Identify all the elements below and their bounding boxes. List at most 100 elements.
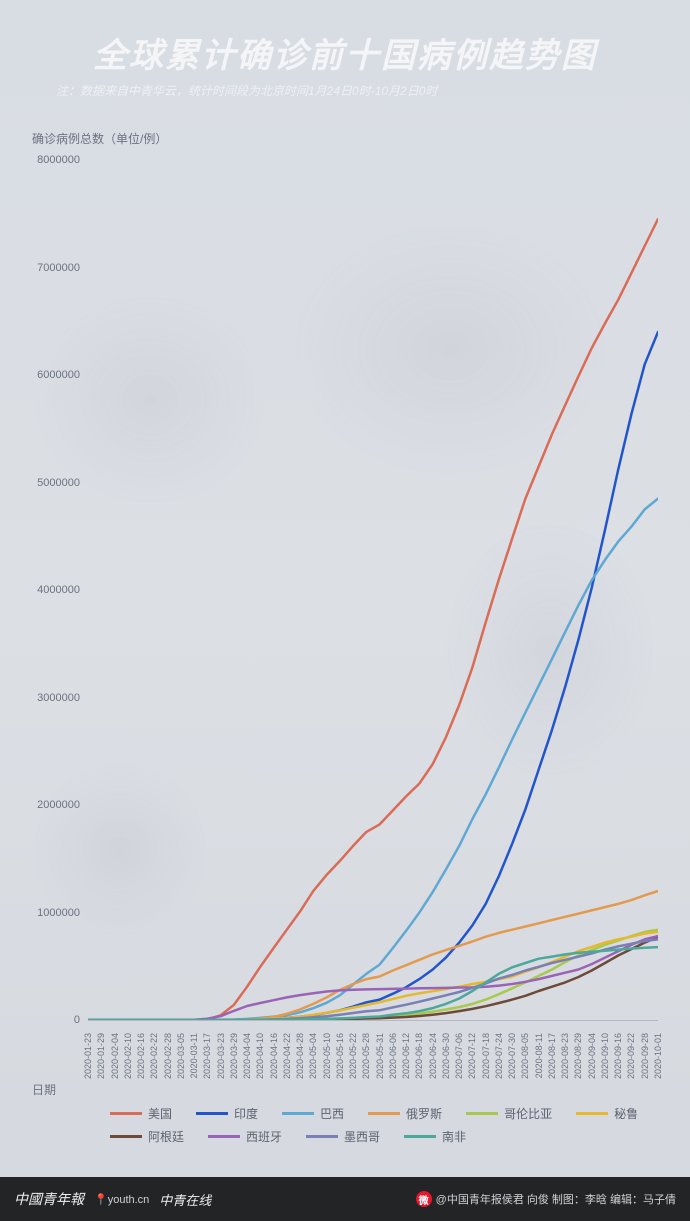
x-tick: 2020-09-22 — [626, 1033, 636, 1079]
x-tick: 2020-03-23 — [216, 1033, 226, 1079]
x-tick: 2020-06-30 — [441, 1033, 451, 1079]
x-tick: 2020-04-10 — [255, 1033, 265, 1079]
x-tick: 2020-06-18 — [414, 1033, 424, 1079]
x-tick: 2020-07-24 — [494, 1033, 504, 1079]
series-line — [88, 499, 658, 1020]
x-tick: 2020-03-17 — [202, 1033, 212, 1079]
x-axis-label: 日期 — [32, 1081, 56, 1098]
brand-logo-1: 中國青年報 — [14, 1189, 84, 1209]
y-tick: 7000000 — [37, 262, 80, 274]
x-tick: 2020-02-16 — [136, 1033, 146, 1079]
x-tick: 2020-04-16 — [269, 1033, 279, 1079]
legend-swatch — [208, 1135, 240, 1138]
series-line — [88, 332, 658, 1020]
legend-swatch — [404, 1135, 436, 1138]
x-tick: 2020-04-22 — [282, 1033, 292, 1079]
x-tick: 2020-05-28 — [361, 1033, 371, 1079]
legend-item: 阿根廷 — [110, 1128, 184, 1145]
legend-item: 墨西哥 — [306, 1128, 380, 1145]
legend-label: 西班牙 — [246, 1128, 282, 1145]
y-axis: 0100000020000003000000400000050000006000… — [32, 160, 86, 1020]
x-tick: 2020-02-04 — [110, 1033, 120, 1079]
legend-swatch — [466, 1112, 498, 1115]
y-tick: 4000000 — [37, 584, 80, 596]
x-baseline — [88, 1020, 658, 1021]
legend-item: 哥伦比亚 — [466, 1105, 552, 1122]
legend-item: 美国 — [110, 1105, 172, 1122]
brand-logo-3: 中青在线 — [159, 1190, 211, 1209]
line-chart: 0100000020000003000000400000050000006000… — [88, 160, 658, 1020]
legend-label: 印度 — [234, 1105, 258, 1122]
legend-swatch — [282, 1112, 314, 1115]
x-tick: 2020-05-16 — [335, 1033, 345, 1079]
x-tick: 2020-02-28 — [163, 1033, 173, 1079]
x-tick: 2020-03-11 — [189, 1033, 199, 1078]
y-tick: 3000000 — [37, 692, 80, 704]
legend-item: 巴西 — [282, 1105, 344, 1122]
series-line — [88, 930, 658, 1020]
legend-item: 秘鲁 — [576, 1105, 638, 1122]
x-tick: 2020-03-05 — [176, 1033, 186, 1079]
x-tick: 2020-02-22 — [149, 1033, 159, 1079]
x-tick: 2020-07-30 — [507, 1033, 517, 1079]
x-tick: 2020-09-10 — [600, 1033, 610, 1079]
legend-label: 墨西哥 — [344, 1128, 380, 1145]
x-tick: 2020-06-06 — [388, 1033, 398, 1079]
subtitle: 注：数据来自中青华云，统计时间段为北京时间1月24日0时-10月2日0时 — [56, 82, 437, 99]
legend-label: 哥伦比亚 — [504, 1105, 552, 1122]
x-tick: 2020-09-04 — [587, 1033, 597, 1079]
x-tick: 2020-07-18 — [481, 1033, 491, 1079]
x-tick: 2020-08-23 — [560, 1033, 570, 1079]
legend-swatch — [576, 1112, 608, 1115]
credits: 微 @中国青年报侯君 向俊 制图：李晗 编辑：马子倩 — [416, 1191, 676, 1207]
x-tick: 2020-05-10 — [322, 1033, 332, 1079]
x-tick: 2020-07-06 — [454, 1033, 464, 1079]
x-tick: 2020-07-12 — [467, 1033, 477, 1079]
x-tick: 2020-09-28 — [640, 1033, 650, 1079]
y-tick: 6000000 — [37, 369, 80, 381]
legend-item: 西班牙 — [208, 1128, 282, 1145]
series-line — [88, 932, 658, 1020]
y-tick: 5000000 — [37, 477, 80, 489]
weibo-icon: 微 — [416, 1191, 432, 1207]
legend-swatch — [110, 1112, 142, 1115]
y-tick: 8000000 — [37, 154, 80, 166]
x-tick: 2020-01-23 — [83, 1033, 93, 1079]
legend: 美国 印度 巴西 俄罗斯 哥伦比亚 秘鲁阿根廷 西班牙 墨西哥 南非 — [110, 1105, 650, 1145]
x-tick: 2020-05-31 — [375, 1033, 385, 1079]
x-tick: 2020-10-01 — [653, 1033, 663, 1079]
y-tick: 0 — [74, 1014, 80, 1026]
legend-swatch — [368, 1112, 400, 1115]
legend-label: 俄罗斯 — [406, 1105, 442, 1122]
legend-label: 阿根廷 — [148, 1128, 184, 1145]
y-tick: 2000000 — [37, 799, 80, 811]
x-tick: 2020-04-28 — [295, 1033, 305, 1079]
legend-item: 俄罗斯 — [368, 1105, 442, 1122]
legend-label: 南非 — [442, 1128, 466, 1145]
legend-label: 巴西 — [320, 1105, 344, 1122]
x-tick: 2020-08-11 — [534, 1033, 544, 1078]
legend-label: 美国 — [148, 1105, 172, 1122]
legend-item: 南非 — [404, 1128, 466, 1145]
legend-swatch — [306, 1135, 338, 1138]
page: 全球累计确诊前十国病例趋势图 注：数据来自中青华云，统计时间段为北京时间1月24… — [0, 0, 690, 1221]
x-tick: 2020-05-22 — [348, 1033, 358, 1079]
brand-logo-2: 📍youth.cn — [94, 1193, 149, 1206]
legend-item: 印度 — [196, 1105, 258, 1122]
x-tick: 2020-08-05 — [520, 1033, 530, 1079]
footer: 中國青年報 📍youth.cn 中青在线 微 @中国青年报侯君 向俊 制图：李晗… — [0, 1177, 690, 1221]
x-tick: 2020-02-10 — [123, 1033, 133, 1079]
y-axis-label: 确诊病例总数（单位/例） — [32, 130, 167, 147]
y-tick: 1000000 — [37, 907, 80, 919]
x-tick: 2020-01-29 — [96, 1033, 106, 1079]
x-tick: 2020-06-24 — [428, 1033, 438, 1079]
x-tick: 2020-05-04 — [308, 1033, 318, 1079]
x-tick: 2020-08-17 — [547, 1033, 557, 1079]
legend-label: 秘鲁 — [614, 1105, 638, 1122]
legend-swatch — [110, 1135, 142, 1138]
x-tick: 2020-03-29 — [229, 1033, 239, 1079]
x-tick: 2020-09-16 — [613, 1033, 623, 1079]
legend-swatch — [196, 1112, 228, 1115]
plot-area — [88, 160, 658, 1020]
x-tick: 2020-06-12 — [401, 1033, 411, 1079]
